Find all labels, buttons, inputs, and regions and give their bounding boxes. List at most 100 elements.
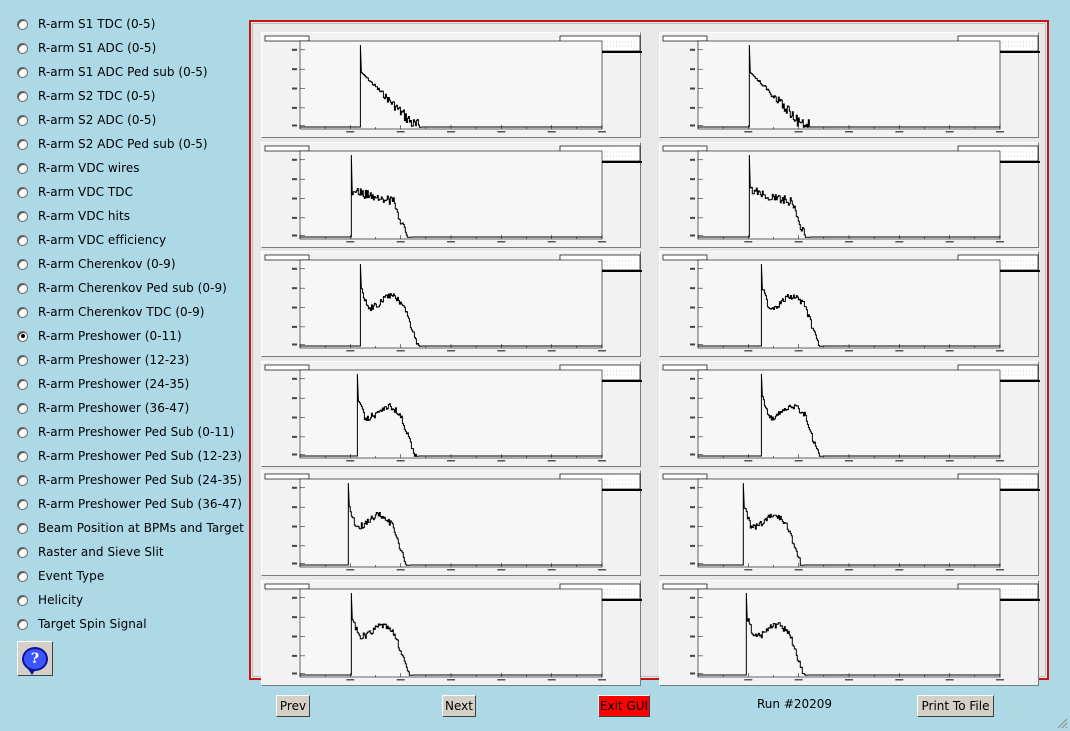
radio-button-icon[interactable] (17, 258, 28, 270)
radio-option[interactable]: R-arm Preshower (12-23) (17, 348, 242, 372)
radio-button-icon[interactable] (17, 234, 28, 246)
radio-button-icon[interactable] (17, 546, 28, 558)
histogram-pad[interactable] (659, 251, 1040, 357)
histogram-pad[interactable] (261, 579, 642, 686)
radio-button-icon[interactable] (17, 114, 28, 126)
histogram-plot (662, 145, 1040, 242)
histogram-frame (697, 259, 1001, 349)
histogram-line (698, 263, 1000, 347)
histogram-plot (264, 145, 642, 242)
radio-button-icon[interactable] (17, 186, 28, 198)
histogram-pad[interactable] (659, 470, 1040, 576)
radio-option[interactable]: Helicity (17, 588, 242, 612)
radio-option[interactable]: R-arm Preshower Ped Sub (36-47) (17, 492, 242, 516)
histogram-title-box (662, 35, 708, 42)
radio-option[interactable]: R-arm Cherenkov Ped sub (0-9) (17, 276, 242, 300)
radio-button-icon[interactable] (17, 330, 28, 342)
radio-button-icon[interactable] (17, 90, 28, 102)
histogram-line (698, 44, 1000, 128)
histogram-title-box (662, 364, 708, 370)
radio-button-icon[interactable] (17, 498, 28, 510)
radio-option[interactable]: R-arm S2 ADC Ped sub (0-5) (17, 132, 242, 156)
histogram-pad[interactable] (261, 141, 642, 248)
histogram-pad[interactable] (659, 32, 1040, 138)
histogram-pad[interactable] (261, 360, 642, 467)
radio-option-label: R-arm Preshower Ped Sub (0-11) (38, 425, 235, 439)
histogram-line (300, 482, 602, 566)
help-button[interactable]: ? (17, 641, 53, 676)
histogram-frame (299, 40, 603, 130)
histogram-line (300, 44, 602, 128)
histogram-frame (697, 478, 1001, 568)
radio-option[interactable]: R-arm S2 TDC (0-5) (17, 84, 242, 108)
radio-button-icon[interactable] (17, 402, 28, 414)
radio-button-icon[interactable] (17, 570, 28, 582)
radio-button-icon[interactable] (17, 210, 28, 222)
radio-option-label: Target Spin Signal (38, 617, 147, 631)
radio-button-icon[interactable] (17, 450, 28, 462)
histogram-pad[interactable] (659, 360, 1040, 467)
radio-button-icon[interactable] (17, 618, 28, 630)
radio-button-icon[interactable] (17, 522, 28, 534)
radio-option[interactable]: Target Spin Signal (17, 612, 242, 636)
radio-button-icon[interactable] (17, 354, 28, 366)
prev-button[interactable]: Prev (276, 695, 310, 717)
radio-option[interactable]: R-arm Preshower (0-11) (17, 324, 242, 348)
histogram-plot (264, 35, 642, 133)
radio-button-icon[interactable] (17, 66, 28, 78)
histogram-pad[interactable] (659, 141, 1040, 248)
histogram-pad[interactable] (659, 579, 1040, 686)
histogram-plot (264, 254, 642, 352)
radio-option[interactable]: R-arm S1 TDC (0-5) (17, 12, 242, 36)
radio-option-label: R-arm S1 TDC (0-5) (38, 17, 156, 31)
radio-option[interactable]: Raster and Sieve Slit (17, 540, 242, 564)
histogram-plot (662, 254, 1040, 352)
radio-button-icon[interactable] (17, 282, 28, 294)
histogram-pad[interactable] (261, 470, 642, 576)
radio-option[interactable]: R-arm VDC hits (17, 204, 242, 228)
histogram-title-box (662, 145, 708, 151)
radio-button-icon[interactable] (17, 42, 28, 54)
radio-option[interactable]: R-arm VDC TDC (17, 180, 242, 204)
histogram-pad[interactable] (261, 32, 642, 138)
run-number-label: Run #20209 (757, 697, 833, 711)
radio-button-icon[interactable] (17, 138, 28, 150)
radio-option[interactable]: R-arm Preshower Ped Sub (0-11) (17, 420, 242, 444)
histogram-title-box (662, 583, 708, 589)
radio-option[interactable]: R-arm S1 ADC Ped sub (0-5) (17, 60, 242, 84)
radio-button-icon[interactable] (17, 306, 28, 318)
radio-option-label: Raster and Sieve Slit (38, 545, 164, 559)
radio-button-icon[interactable] (17, 162, 28, 174)
radio-option[interactable]: R-arm Preshower (24-35) (17, 372, 242, 396)
radio-button-icon[interactable] (17, 18, 28, 30)
radio-button-icon[interactable] (17, 594, 28, 606)
next-button[interactable]: Next (442, 695, 476, 717)
radio-option[interactable]: R-arm Preshower Ped Sub (12-23) (17, 444, 242, 468)
radio-option[interactable]: R-arm Preshower Ped Sub (24-35) (17, 468, 242, 492)
question-mark-icon: ? (22, 646, 48, 675)
radio-option[interactable]: R-arm VDC efficiency (17, 228, 242, 252)
print-to-file-button[interactable]: Print To File (917, 695, 994, 717)
radio-option-label: R-arm S2 ADC (0-5) (38, 113, 157, 127)
radio-option[interactable]: R-arm Cherenkov TDC (0-9) (17, 300, 242, 324)
radio-option[interactable]: Event Type (17, 564, 242, 588)
radio-option[interactable]: Beam Position at BPMs and Target (17, 516, 244, 540)
radio-option[interactable]: R-arm Cherenkov (0-9) (17, 252, 242, 276)
resize-grip-icon[interactable] (1056, 717, 1068, 729)
radio-option-label: R-arm S1 ADC Ped sub (0-5) (38, 65, 208, 79)
radio-button-icon[interactable] (17, 378, 28, 390)
histogram-pad[interactable] (261, 251, 642, 357)
radio-button-icon[interactable] (17, 426, 28, 438)
histogram-line (698, 482, 1000, 566)
histogram-canvas[interactable] (249, 20, 1049, 686)
radio-option[interactable]: R-arm Preshower (36-47) (17, 396, 242, 420)
radio-option-label: Beam Position at BPMs and Target (38, 521, 244, 535)
radio-option[interactable]: R-arm VDC wires (17, 156, 242, 180)
histogram-plot (662, 364, 1040, 461)
radio-button-icon[interactable] (17, 474, 28, 486)
histogram-line (300, 154, 602, 238)
exit-gui-button[interactable]: Exit GUI (598, 695, 650, 717)
radio-option[interactable]: R-arm S1 ADC (0-5) (17, 36, 242, 60)
radio-option[interactable]: R-arm S2 ADC (0-5) (17, 108, 242, 132)
